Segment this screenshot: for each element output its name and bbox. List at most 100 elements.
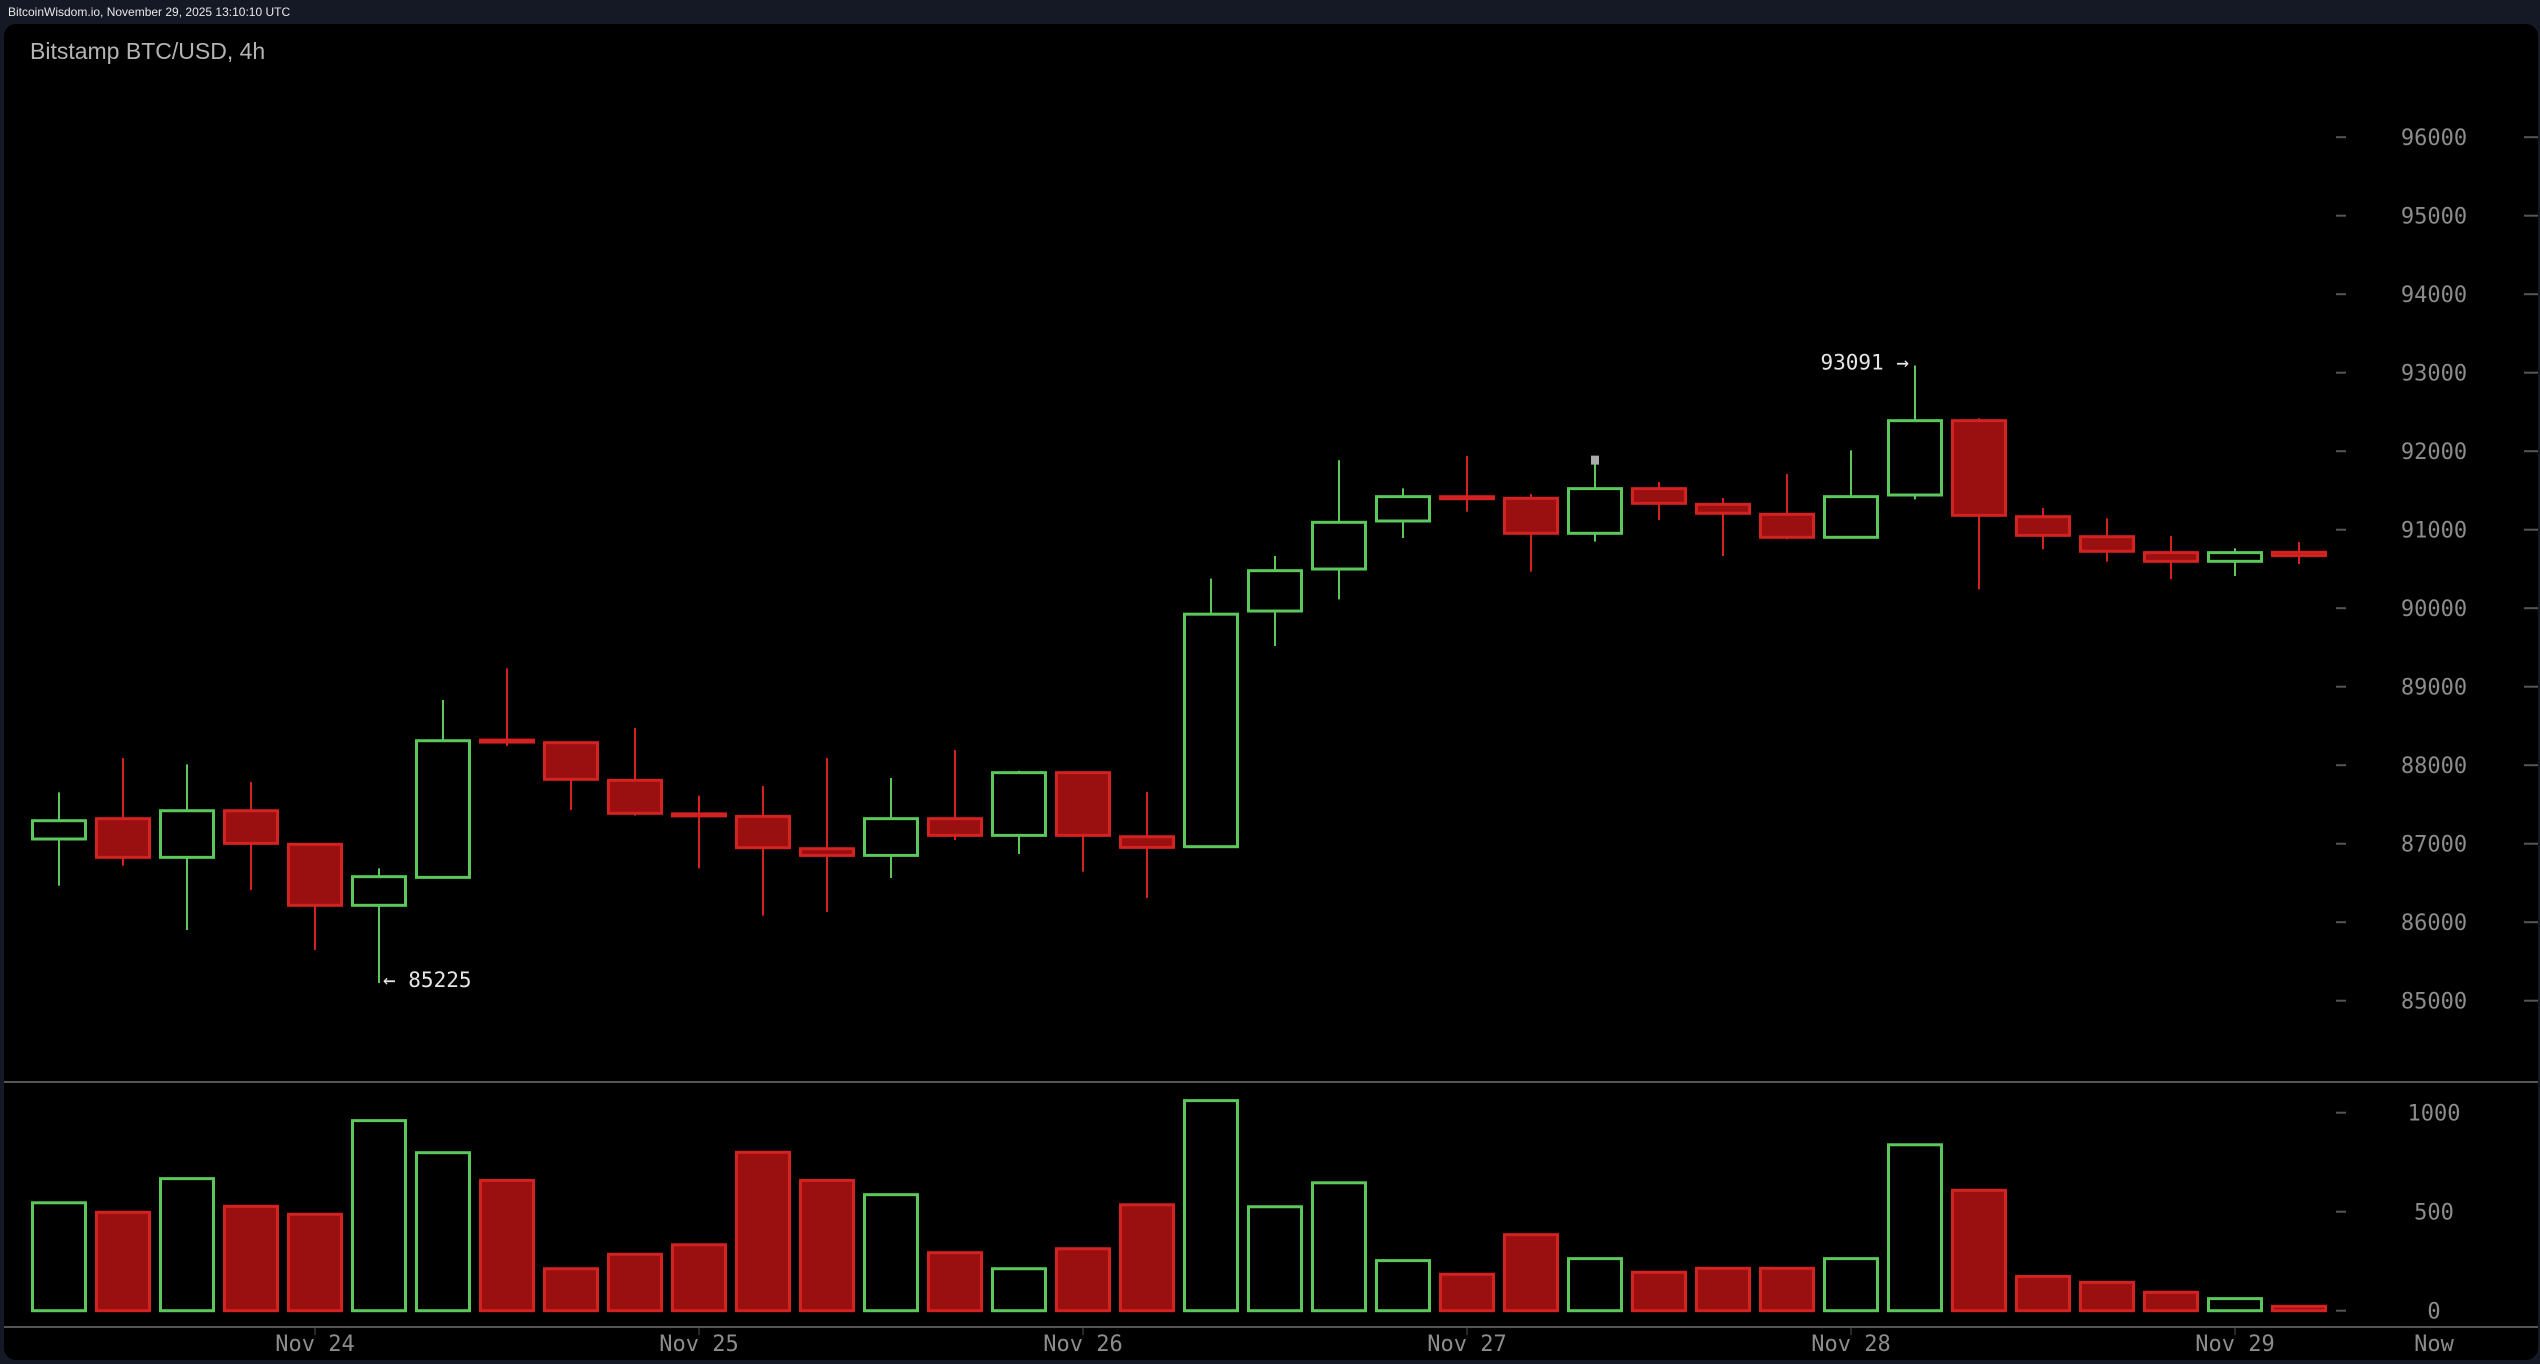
candle-up <box>991 771 1047 837</box>
candle-up <box>1823 495 1879 539</box>
candle-down <box>1119 835 1175 849</box>
volume-bar <box>543 1267 599 1313</box>
candle-up <box>31 819 87 841</box>
volume-bar <box>1631 1270 1687 1313</box>
volume-bar <box>863 1193 919 1313</box>
candle-down <box>2143 551 2199 563</box>
candle-up <box>351 875 407 907</box>
volume-bar <box>2207 1297 2263 1313</box>
volume-bar <box>1375 1259 1431 1313</box>
candle-down <box>1503 496 1559 535</box>
x-tick-label: Nov 28 <box>1811 1332 1890 1357</box>
volume-bar <box>2079 1280 2135 1313</box>
volume-bar <box>479 1178 535 1313</box>
volume-bar <box>351 1119 407 1313</box>
candle-up <box>1567 487 1623 535</box>
candle-down <box>799 847 855 857</box>
volume-bar <box>1695 1266 1751 1313</box>
volume-tick-label: 0 <box>2427 1300 2440 1325</box>
volume-bar <box>1119 1203 1175 1313</box>
volume-bar <box>1887 1143 1943 1313</box>
volume-bar <box>1439 1272 1495 1313</box>
volume-bar <box>1183 1099 1239 1313</box>
y-tick-label: 88000 <box>2401 754 2467 779</box>
volume-bar <box>799 1178 855 1313</box>
volume-bar <box>31 1201 87 1313</box>
volume-tick-label: 500 <box>2414 1201 2454 1226</box>
y-tick-label: 90000 <box>2401 597 2467 622</box>
candle-up <box>1887 419 1943 497</box>
candle-down <box>2271 550 2327 558</box>
volume-bar <box>159 1177 215 1313</box>
candle-down <box>1439 495 1495 501</box>
candle-down <box>735 814 791 850</box>
x-tick-label: Nov 25 <box>659 1332 738 1357</box>
candle-down <box>1055 771 1111 837</box>
candle-up <box>2207 551 2263 563</box>
volume-bar <box>1247 1205 1303 1313</box>
candle-up <box>1375 495 1431 523</box>
candle-down <box>1759 512 1815 539</box>
volume-bar <box>1759 1266 1815 1313</box>
candle-up <box>1183 612 1239 849</box>
x-tick-label: Nov 27 <box>1427 1332 1506 1357</box>
y-tick-label: 89000 <box>2401 676 2467 701</box>
candle-up <box>415 739 471 879</box>
volume-bar <box>1823 1257 1879 1313</box>
y-tick-label: 85000 <box>2401 990 2467 1015</box>
candle-down <box>2015 515 2071 537</box>
volume-tick-label: 1000 <box>2408 1102 2461 1127</box>
volume-bar <box>1567 1257 1623 1313</box>
y-tick-label: 92000 <box>2401 440 2467 465</box>
volume-bar <box>2271 1304 2327 1313</box>
candle-down <box>1631 487 1687 505</box>
volume-bar <box>735 1150 791 1313</box>
volume-bar <box>1503 1233 1559 1313</box>
chart-frame: 85000 86000 87000 88000 89000 90000 91000 92000… <box>4 24 2538 1360</box>
y-tick-label: 96000 <box>2401 126 2467 151</box>
volume-bar <box>991 1267 1047 1313</box>
x-tick-label: Nov 29 <box>2195 1332 2274 1357</box>
candle-down <box>927 817 983 837</box>
now-label: Now <box>2414 1332 2454 1357</box>
volume-bar <box>287 1212 343 1313</box>
candle-down <box>1951 419 2007 517</box>
x-tick-label: Nov 26 <box>1043 1332 1122 1357</box>
candle-down <box>671 812 727 818</box>
candle-down <box>287 842 343 907</box>
candle-up <box>1311 520 1367 571</box>
volume-bar <box>1951 1188 2007 1313</box>
price-annotation: ← 85225 <box>383 968 472 992</box>
chart-canvas[interactable]: 85000 86000 87000 88000 89000 90000 91000 92000… <box>4 24 2538 1360</box>
volume-bar <box>2015 1274 2071 1313</box>
volume-bar <box>607 1252 663 1313</box>
volume-bar <box>2143 1290 2199 1313</box>
y-tick-label: 93000 <box>2401 362 2467 387</box>
chart-title: Bitstamp BTC/USD, 4h <box>30 38 266 64</box>
candle-down <box>607 778 663 815</box>
volume-bar <box>415 1151 471 1313</box>
volume-bar <box>1311 1181 1367 1313</box>
volume-bar <box>1055 1247 1111 1313</box>
candle-up <box>159 809 215 859</box>
candle-down <box>543 741 599 781</box>
candle-up <box>863 817 919 857</box>
volume-bar <box>671 1243 727 1313</box>
candle-down <box>1695 502 1751 515</box>
source-timestamp: BitcoinWisdom.io, November 29, 2025 13:1… <box>8 5 291 19</box>
volume-bar <box>95 1210 151 1313</box>
x-tick-label: Nov 24 <box>275 1332 354 1357</box>
volume-bar <box>927 1251 983 1313</box>
volume-bar <box>223 1204 279 1313</box>
candle-down <box>2079 535 2135 553</box>
y-tick-label: 86000 <box>2401 911 2467 936</box>
candle-up <box>1247 569 1303 613</box>
candle-down <box>95 817 151 859</box>
candle-down <box>223 809 279 845</box>
marker <box>1591 455 1599 465</box>
y-tick-label: 95000 <box>2401 205 2467 230</box>
y-tick-label: 91000 <box>2401 519 2467 544</box>
price-annotation: 93091 → <box>1820 351 1909 375</box>
candle-down <box>479 738 535 744</box>
y-tick-label: 94000 <box>2401 283 2467 308</box>
